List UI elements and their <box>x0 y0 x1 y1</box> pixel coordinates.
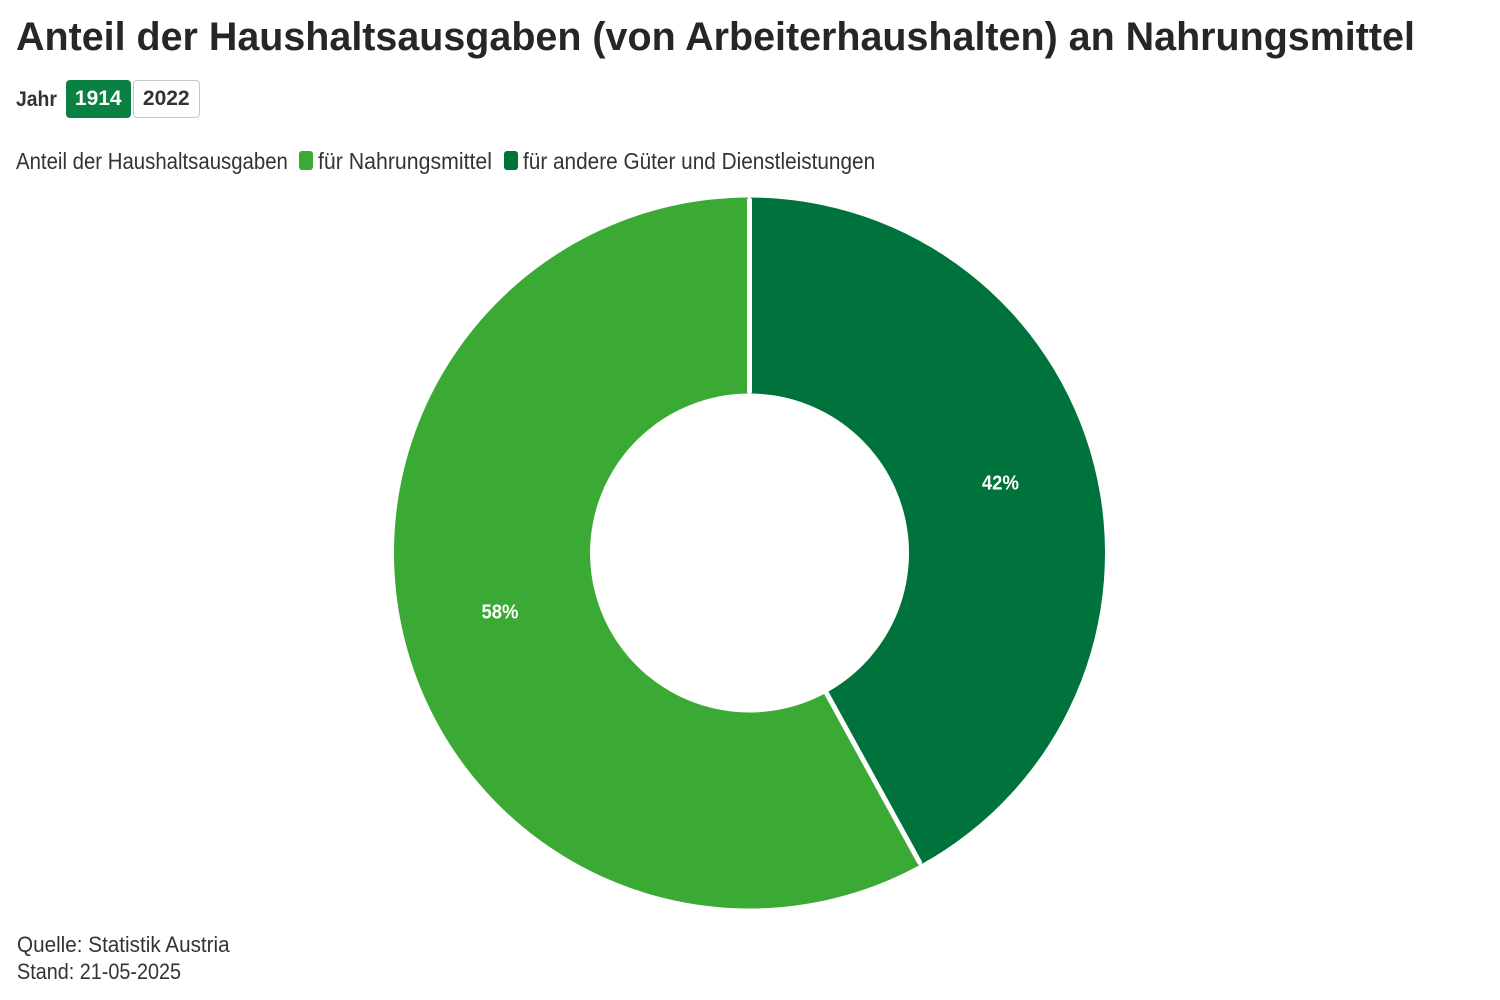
svg-text:42%: 42% <box>982 472 1019 495</box>
svg-text:58%: 58% <box>482 601 519 624</box>
